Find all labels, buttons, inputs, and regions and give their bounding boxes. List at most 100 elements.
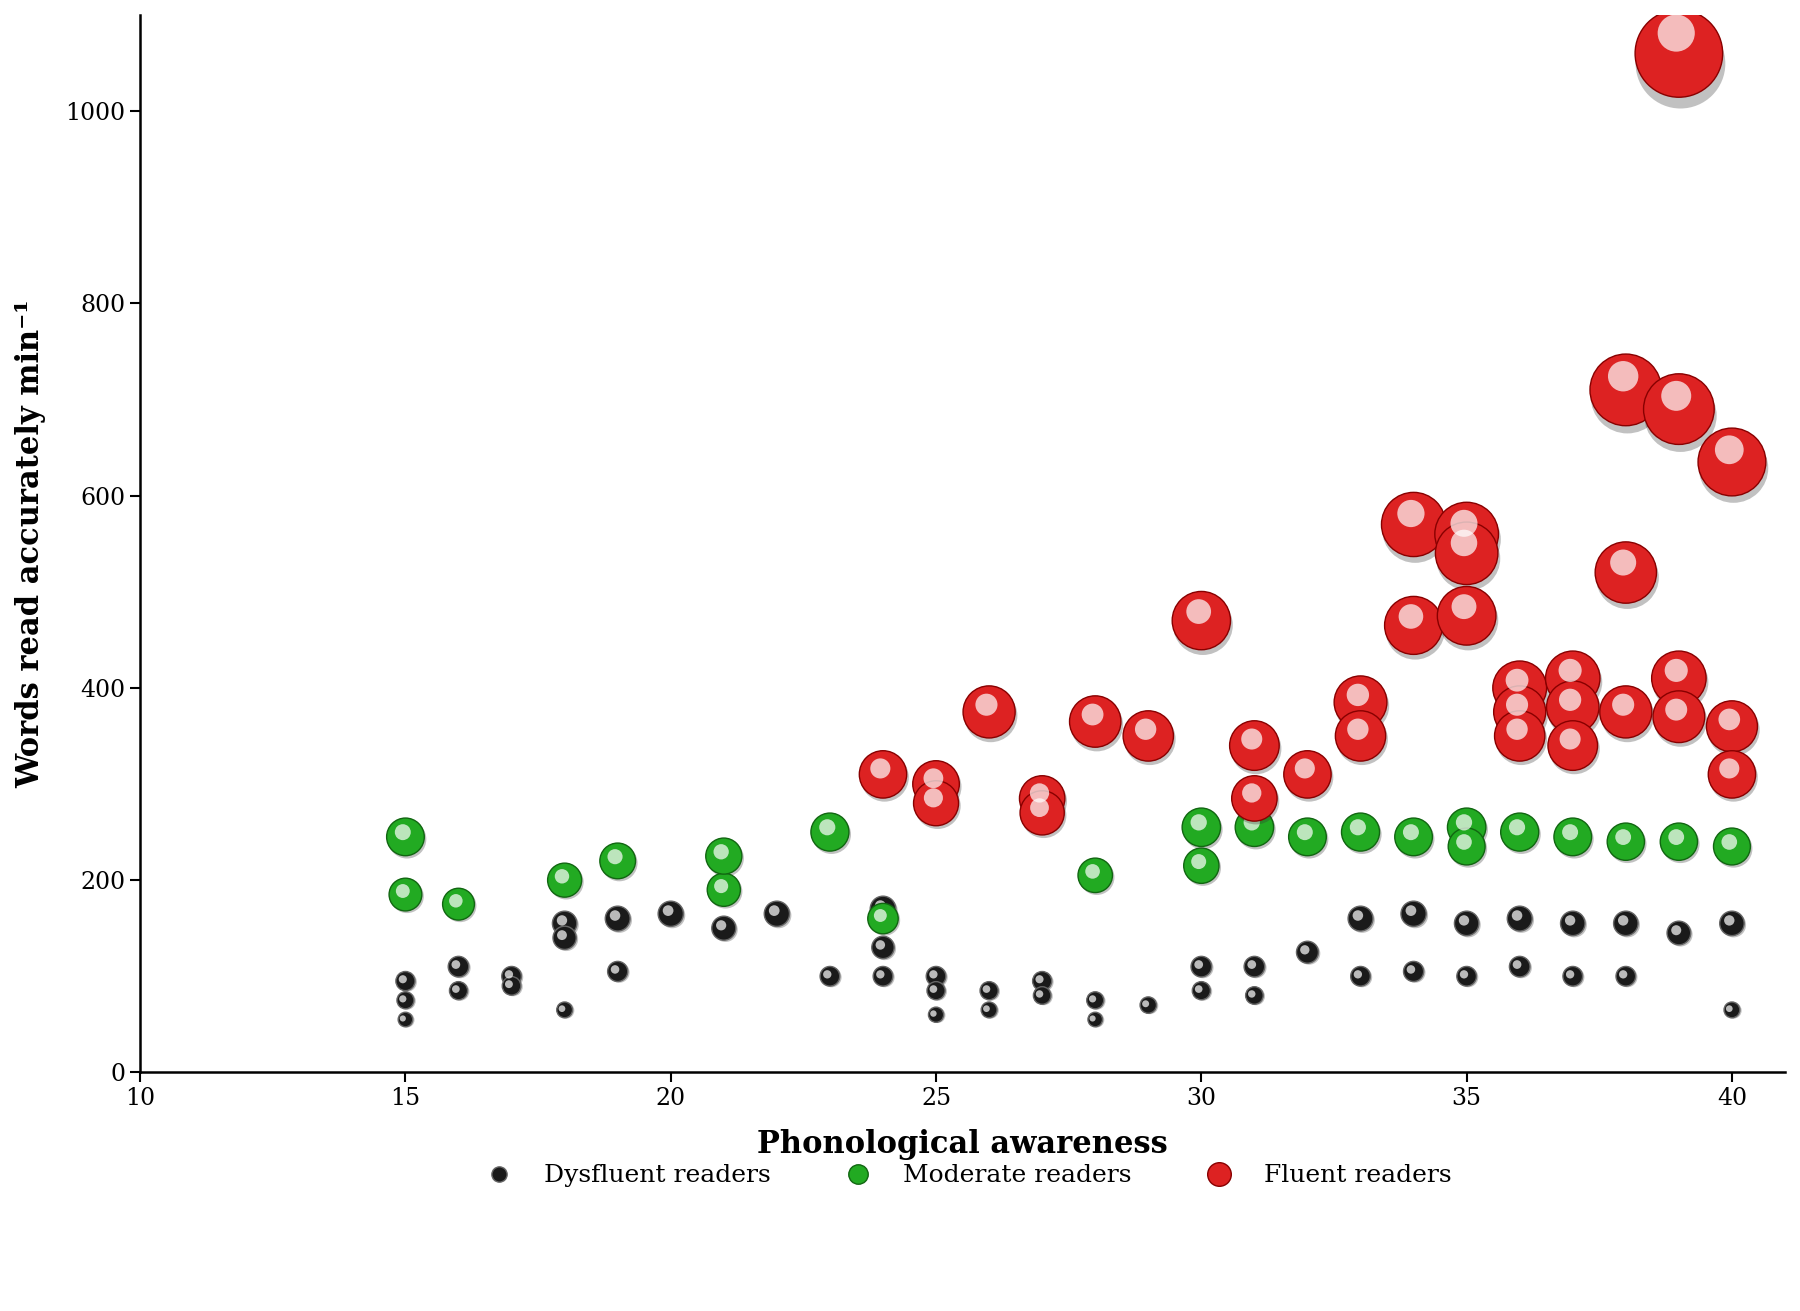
Point xyxy=(1561,914,1589,935)
Point xyxy=(1399,826,1427,847)
Point xyxy=(391,884,419,905)
Point xyxy=(869,909,898,929)
Point xyxy=(1609,695,1638,716)
Point xyxy=(392,971,421,992)
Point xyxy=(922,966,950,987)
Point xyxy=(1561,966,1589,987)
Point xyxy=(1503,954,1532,975)
Point xyxy=(1507,682,1535,703)
Point xyxy=(1188,957,1217,978)
Point xyxy=(1507,825,1535,846)
Point xyxy=(601,846,630,867)
Point xyxy=(391,1009,419,1030)
Point xyxy=(1240,985,1269,1006)
Point xyxy=(1507,729,1535,750)
Point xyxy=(1667,709,1696,730)
Point xyxy=(866,935,895,956)
Point xyxy=(1611,701,1640,722)
Point xyxy=(1453,543,1481,564)
Point xyxy=(446,895,475,916)
Point xyxy=(709,846,738,867)
Point xyxy=(1609,964,1638,985)
Point xyxy=(1399,903,1427,924)
Point xyxy=(1449,597,1478,617)
Point xyxy=(1343,718,1372,739)
Point xyxy=(1240,735,1269,756)
Point xyxy=(1030,986,1058,1007)
Point xyxy=(869,767,898,788)
Point xyxy=(922,1004,950,1025)
Point xyxy=(1348,696,1377,717)
Point xyxy=(709,880,738,901)
Point xyxy=(763,905,792,926)
Point xyxy=(1188,819,1217,840)
Point xyxy=(389,822,418,843)
Point xyxy=(495,964,524,985)
Point xyxy=(922,981,950,1002)
Point xyxy=(1505,822,1534,843)
Point xyxy=(1613,914,1642,935)
Point xyxy=(1505,909,1534,929)
Point xyxy=(976,981,1004,1002)
Point xyxy=(1453,606,1481,627)
Point xyxy=(547,865,576,886)
Point xyxy=(1609,910,1638,931)
Point xyxy=(653,901,682,922)
Point xyxy=(1397,606,1426,627)
Point xyxy=(1292,826,1321,847)
Point xyxy=(1399,514,1427,535)
Point xyxy=(1609,826,1638,847)
Point xyxy=(1555,910,1584,931)
Point xyxy=(1082,1009,1111,1030)
Point xyxy=(1717,716,1746,737)
Point xyxy=(553,914,581,935)
Point xyxy=(389,969,418,990)
Point xyxy=(1026,969,1055,990)
Point xyxy=(1186,610,1215,631)
Point xyxy=(547,998,576,1019)
Point xyxy=(1237,729,1265,750)
Point xyxy=(1449,910,1478,931)
Point xyxy=(1555,659,1584,680)
Point xyxy=(1717,836,1746,857)
Point xyxy=(869,937,898,958)
Point xyxy=(1028,985,1057,1006)
Point xyxy=(1292,764,1321,785)
Point xyxy=(499,966,527,987)
Point xyxy=(815,966,844,987)
Point xyxy=(601,905,630,926)
Point xyxy=(1661,659,1690,680)
Point xyxy=(1242,957,1271,978)
Point xyxy=(869,966,898,987)
Point xyxy=(1505,956,1534,977)
Point xyxy=(1561,829,1589,850)
Point xyxy=(1343,964,1372,985)
Point xyxy=(603,851,632,872)
Point xyxy=(866,758,895,779)
Point xyxy=(1030,805,1058,826)
Point xyxy=(605,852,634,873)
Point xyxy=(711,848,740,869)
Point xyxy=(1611,966,1640,987)
Point xyxy=(1400,619,1429,640)
Point xyxy=(1291,940,1319,961)
Point xyxy=(1292,941,1321,962)
Point xyxy=(1240,817,1269,838)
Point xyxy=(392,829,421,850)
Point xyxy=(1080,865,1109,886)
Point xyxy=(1348,825,1377,846)
Point xyxy=(1507,957,1535,978)
Point xyxy=(391,826,419,847)
Point xyxy=(869,939,898,960)
Point xyxy=(1715,910,1744,931)
Point xyxy=(1186,817,1215,838)
Point xyxy=(1454,610,1483,631)
Point xyxy=(1346,725,1375,746)
Point xyxy=(1130,718,1159,739)
Point xyxy=(814,817,842,838)
Point xyxy=(869,966,898,987)
Point xyxy=(1719,1000,1748,1021)
Point xyxy=(1343,684,1372,705)
Point xyxy=(1503,905,1532,926)
Point xyxy=(1561,738,1589,759)
